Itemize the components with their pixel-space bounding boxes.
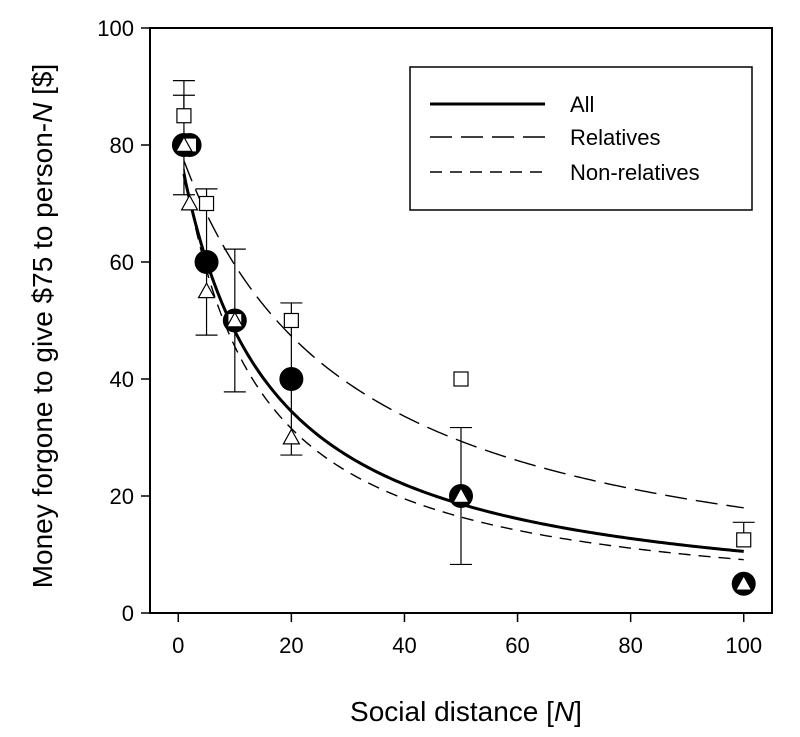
- marker-non-relatives: [197, 282, 216, 299]
- x-tick-label: 80: [618, 633, 642, 658]
- legend-label-non-relatives: Non-relatives: [570, 160, 700, 185]
- fit-curve-non-relatives: [183, 168, 744, 561]
- plot-frame: [149, 27, 773, 614]
- marker-non-relatives: [180, 194, 199, 211]
- marker-relatives: [283, 312, 299, 329]
- legend-label-all: All: [570, 92, 594, 117]
- x-tick-label: 0: [172, 633, 184, 658]
- x-tick-label: 20: [279, 633, 303, 658]
- marker-relatives: [176, 108, 192, 124]
- marker-non-relatives: [734, 574, 753, 591]
- marker-relatives: [736, 532, 752, 548]
- y-axis-title: Money forgone to give $75 to person-N [$…: [27, 64, 58, 589]
- y-axis-title-italic: N: [27, 102, 58, 123]
- y-tick-label: 60: [110, 250, 134, 275]
- marker-relatives: [453, 371, 469, 387]
- marker-all: [194, 250, 219, 274]
- marker-relatives: [198, 195, 215, 212]
- legend-label-relatives: Relatives: [570, 125, 660, 150]
- y-axis-title-prefix: Money forgone to give $75 to person-: [27, 123, 58, 588]
- x-axis-title-prefix: Social distance [: [350, 696, 554, 727]
- y-axis-title-suffix: [$]: [27, 64, 58, 103]
- marker-all: [279, 367, 304, 391]
- marker-non-relatives: [174, 135, 193, 152]
- y-axis-ticks: 0 20 40 60 80 100: [97, 16, 150, 626]
- marker-non-relatives: [225, 311, 244, 328]
- y-tick-label: 100: [97, 16, 134, 41]
- data-markers: [171, 108, 756, 596]
- fit-curve-relatives: [183, 160, 744, 509]
- marker-non-relatives: [282, 428, 301, 445]
- x-tick-label: 100: [725, 633, 762, 658]
- legend-box: [409, 66, 753, 211]
- y-tick-label: 20: [110, 484, 134, 509]
- y-tick-label: 40: [110, 367, 134, 392]
- x-axis-title-italic: N: [554, 696, 575, 727]
- x-axis-ticks: 0 20 40 60 80 100: [172, 613, 762, 658]
- x-tick-label: 60: [505, 633, 529, 658]
- y-tick-label: 80: [110, 133, 134, 158]
- x-tick-label: 40: [392, 633, 416, 658]
- x-axis-title: Social distance [N]: [350, 696, 582, 727]
- x-axis-title-suffix: ]: [574, 696, 582, 727]
- legend: All Relatives Non-relatives: [409, 66, 753, 211]
- y-tick-label: 0: [122, 601, 134, 626]
- marker-non-relatives: [451, 486, 471, 503]
